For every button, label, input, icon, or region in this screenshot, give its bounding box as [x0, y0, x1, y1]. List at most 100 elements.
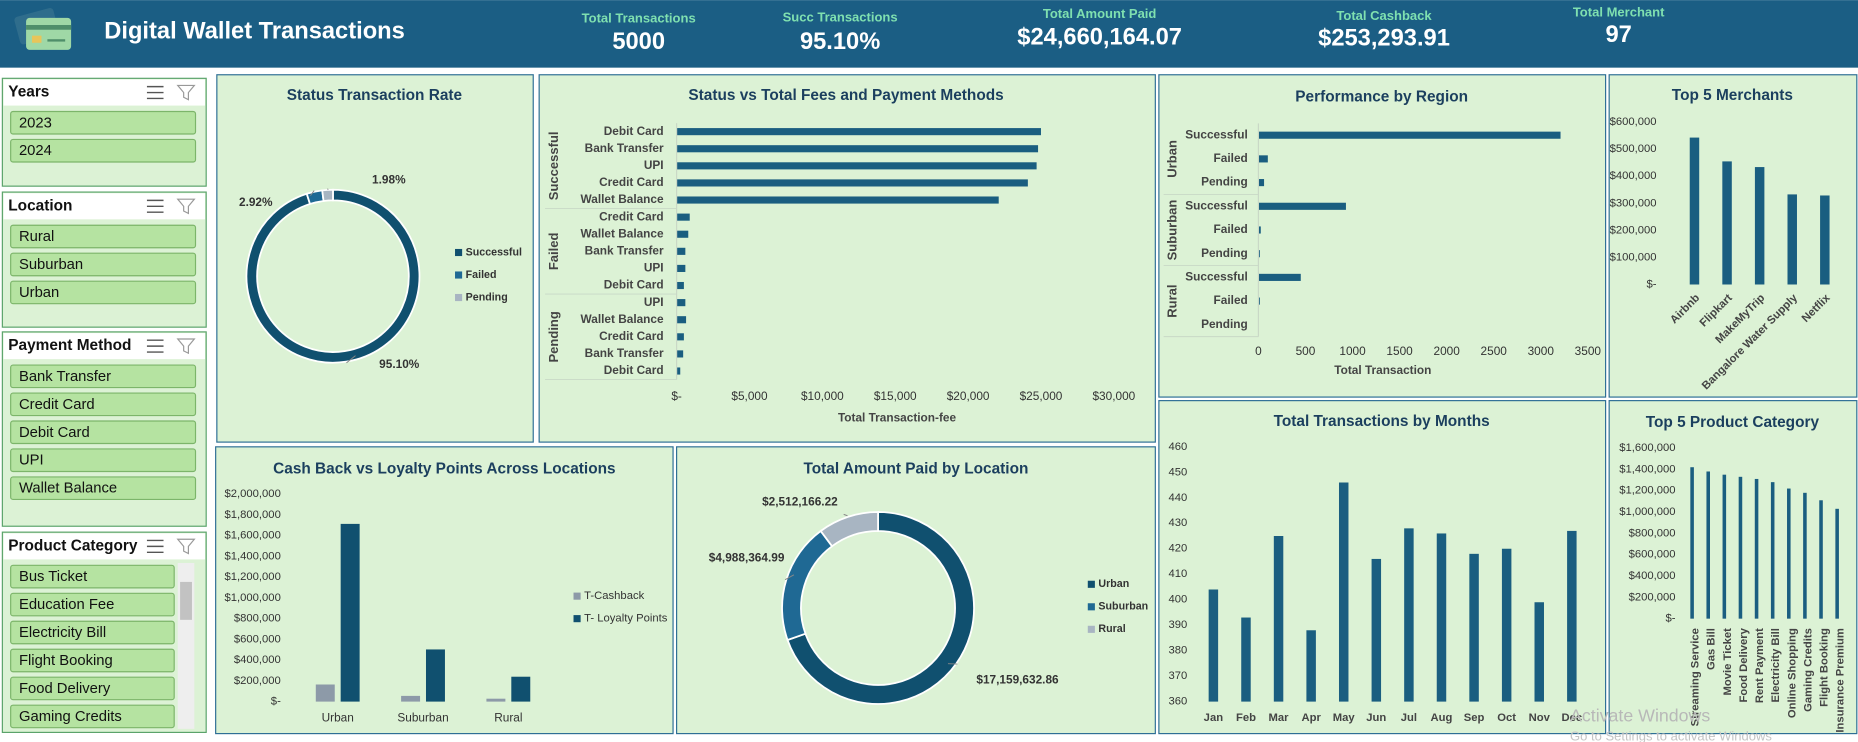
kpi-value: 97 [1605, 22, 1631, 48]
bar [1754, 167, 1765, 285]
slicer-item[interactable] [10, 676, 175, 701]
x-tick-label: $5,000 [731, 389, 768, 403]
slicer-item[interactable] [10, 704, 175, 729]
y-tick-label: 360 [1169, 696, 1188, 708]
y-tick-label: $1,600,000 [225, 530, 281, 542]
y-tick-label: $- [1666, 613, 1676, 625]
bar [1258, 202, 1346, 210]
header-icon [14, 8, 72, 50]
bar [676, 281, 684, 290]
bar [1208, 589, 1219, 702]
y-tick-label: 390 [1169, 619, 1188, 631]
y-tick-label: $800,000 [234, 613, 281, 625]
legend-label: Successful [466, 246, 522, 258]
x-tick-label: Movie Ticket [1722, 628, 1734, 696]
x-tick-label: Electricity Bill [1770, 628, 1782, 702]
legend-swatch [455, 271, 463, 279]
category-label: Bank Transfer [585, 243, 664, 257]
slicer-item[interactable] [10, 110, 197, 135]
y-tick-label: $600,000 [1629, 549, 1676, 561]
x-tick-label: Aug [1431, 712, 1453, 724]
bar [676, 350, 684, 358]
y-tick-label: $600,000 [1610, 116, 1657, 128]
x-tick-label: $- [671, 389, 682, 403]
leader-line [784, 574, 795, 581]
slicer-item[interactable] [10, 648, 175, 673]
x-tick-label: 500 [1296, 344, 1316, 358]
category-label: Credit Card [599, 209, 663, 223]
y-tick-label: $600,000 [234, 633, 281, 645]
y-tick-label: $- [1647, 278, 1657, 290]
donut-slice [819, 511, 879, 548]
x-tick-label: Suburban [397, 710, 448, 724]
legend-label: Pending [466, 291, 508, 303]
slicer-item-label: Rural [19, 229, 54, 245]
category-label: Bank Transfer [585, 346, 664, 360]
bar [676, 367, 681, 375]
bar [1436, 533, 1447, 702]
chart-title: Performance by Region [1295, 88, 1468, 105]
category-label: Failed [1214, 293, 1248, 307]
bar [1258, 250, 1260, 258]
slicer-item[interactable] [10, 564, 175, 589]
y-tick-label: $200,000 [1610, 224, 1657, 236]
multi-select-icon[interactable] [146, 199, 164, 213]
slicer-item[interactable] [10, 420, 197, 445]
x-tick-label: Nov [1529, 712, 1551, 724]
bar [676, 299, 686, 307]
donut-slice [305, 189, 325, 206]
chart-title: Cash Back vs Loyalty Points Across Locat… [273, 460, 615, 477]
slicer-header [3, 79, 205, 106]
multi-select-icon[interactable] [146, 339, 164, 353]
x-tick-label: Jul [1401, 712, 1417, 724]
slicer-item[interactable] [10, 138, 197, 163]
slicer-title: Years [8, 84, 49, 101]
slicer-item[interactable] [10, 224, 197, 249]
bar [676, 196, 999, 204]
category-label: Failed [1214, 151, 1248, 165]
slicer-item-label: Food Delivery [19, 681, 111, 697]
clear-filter-icon[interactable] [176, 198, 196, 215]
y-tick-label: $400,000 [1610, 170, 1657, 182]
legend-label: Suburban [1098, 601, 1148, 613]
bar [1258, 155, 1268, 163]
donut-slice [786, 511, 975, 705]
category-label: Pending [1201, 175, 1248, 189]
y-tick-label: $2,000,000 [225, 488, 281, 500]
x-tick-label: $25,000 [1020, 389, 1063, 403]
slicer-item[interactable] [10, 476, 197, 501]
x-tick-label: Sep [1464, 712, 1485, 724]
bar [1534, 602, 1544, 702]
y-tick-label: $1,200,000 [225, 571, 281, 583]
legend-label: T-Cashback [584, 590, 644, 602]
scrollbar-thumb[interactable] [180, 581, 192, 620]
data-label: $4,988,364.99 [709, 550, 785, 564]
chart-title: Top 5 Merchants [1672, 87, 1793, 104]
y-tick-label: 450 [1169, 466, 1188, 478]
slicer-item[interactable] [10, 592, 175, 617]
slicer-title: Location [8, 197, 72, 214]
x-tick-label: $15,000 [874, 389, 917, 403]
multi-select-icon[interactable] [146, 539, 164, 554]
slicer-item[interactable] [10, 252, 197, 277]
slicer-item[interactable] [10, 364, 197, 389]
clear-filter-icon[interactable] [176, 538, 196, 555]
multi-select-icon[interactable] [146, 85, 164, 100]
slicer-item-label: 2023 [19, 115, 52, 131]
slicer-item[interactable] [10, 280, 197, 305]
x-tick-label: Insurance Premium [1835, 628, 1847, 732]
slicer-item[interactable] [10, 620, 175, 645]
clear-filter-icon[interactable] [176, 84, 196, 101]
data-label: $17,159,632.86 [976, 672, 1059, 686]
x-tick-label: 1500 [1386, 344, 1413, 358]
slicer-item[interactable] [10, 392, 197, 417]
y-tick-label: 380 [1169, 645, 1188, 657]
group-label: Urban [1165, 140, 1180, 178]
bar [1787, 194, 1797, 285]
clear-filter-icon[interactable] [176, 338, 196, 355]
x-axis-label: Total Transaction-fee [838, 411, 957, 425]
legend-swatch [455, 248, 463, 257]
slicer-item[interactable] [10, 448, 197, 473]
y-tick-label: $400,000 [234, 654, 281, 666]
